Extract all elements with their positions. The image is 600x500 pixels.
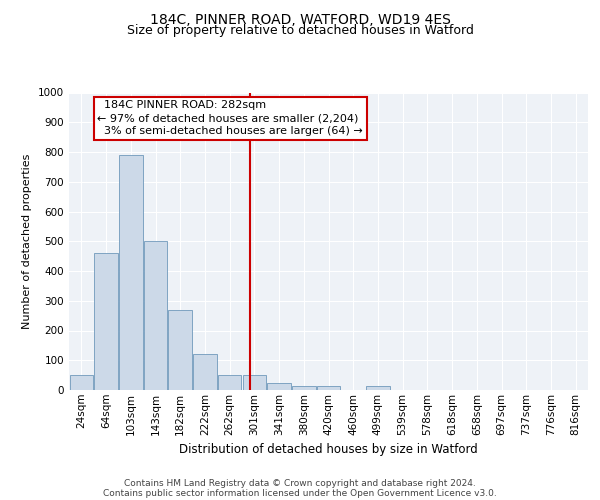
Text: Contains HM Land Registry data © Crown copyright and database right 2024.: Contains HM Land Registry data © Crown c…: [124, 478, 476, 488]
Bar: [119, 155, 143, 390]
Text: Contains public sector information licensed under the Open Government Licence v3: Contains public sector information licen…: [103, 488, 497, 498]
Bar: [193, 354, 217, 390]
Bar: [144, 242, 167, 390]
Bar: [268, 384, 291, 390]
Bar: [70, 375, 93, 390]
Bar: [242, 375, 266, 390]
X-axis label: Distribution of detached houses by size in Watford: Distribution of detached houses by size …: [179, 443, 478, 456]
Text: 184C PINNER ROAD: 282sqm  
← 97% of detached houses are smaller (2,204)
  3% of : 184C PINNER ROAD: 282sqm ← 97% of detach…: [97, 100, 363, 136]
Bar: [94, 253, 118, 390]
Text: 184C, PINNER ROAD, WATFORD, WD19 4ES: 184C, PINNER ROAD, WATFORD, WD19 4ES: [149, 12, 451, 26]
Text: Size of property relative to detached houses in Watford: Size of property relative to detached ho…: [127, 24, 473, 37]
Bar: [169, 310, 192, 390]
Bar: [317, 386, 340, 390]
Bar: [366, 386, 389, 390]
Bar: [218, 375, 241, 390]
Bar: [292, 386, 316, 390]
Y-axis label: Number of detached properties: Number of detached properties: [22, 154, 32, 329]
